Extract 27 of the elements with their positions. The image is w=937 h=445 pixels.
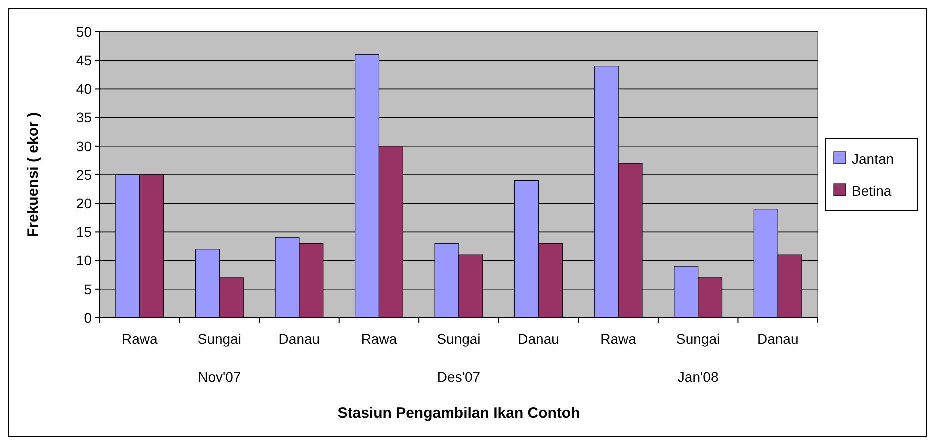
x-tick-label: Danau — [757, 331, 799, 347]
x-tick-label: Sungai — [676, 331, 720, 347]
y-tick-label: 40 — [76, 81, 92, 98]
y-tick-label: 0 — [84, 310, 92, 326]
text: Nov'07 — [198, 369, 242, 385]
x-tick-label: Danau — [518, 331, 560, 347]
y-tick-label: 5 — [84, 281, 92, 298]
y-tick-label: 25 — [76, 166, 92, 183]
y-axis-title: Frekuensi ( ekor ) — [25, 112, 42, 238]
x-axis-title: Stasiun Pengambilan Ikan Contoh — [338, 405, 580, 422]
x-tick-label: Rawa — [600, 331, 637, 347]
y-tick-label: 15 — [76, 224, 92, 240]
y-tick-label: 45 — [76, 52, 92, 68]
text: Jan'08 — [678, 369, 719, 385]
legend-label: Jantan — [852, 150, 894, 167]
x-tick-label: Sungai — [437, 331, 481, 347]
y-tick-label: 10 — [76, 252, 92, 269]
x-tick-label: Rawa — [122, 331, 158, 347]
x-tick-label: Sungai — [198, 331, 242, 347]
y-tick-label: 20 — [76, 196, 92, 212]
x-tick-label: Rawa — [361, 331, 398, 347]
legend-label: Betina — [852, 182, 892, 199]
y-tick-label: 35 — [76, 110, 92, 126]
y-tick-label: 50 — [76, 24, 92, 40]
x-tick-label: Danau — [278, 331, 320, 347]
y-tick-label: 30 — [76, 138, 92, 154]
text: Des'07 — [437, 369, 481, 385]
